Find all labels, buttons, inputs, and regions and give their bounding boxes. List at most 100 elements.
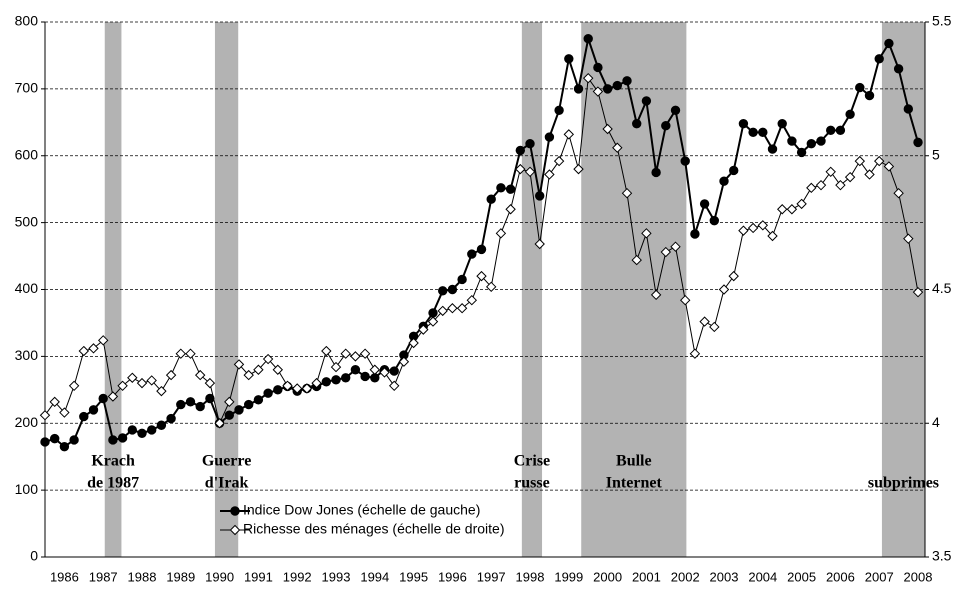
x-tick-label: 1989 xyxy=(166,569,195,584)
marker xyxy=(301,383,313,394)
marker xyxy=(864,169,875,180)
marker xyxy=(331,375,341,385)
marker xyxy=(127,425,138,435)
marker xyxy=(729,165,739,176)
marker xyxy=(874,155,885,167)
x-tick-label: 2008 xyxy=(904,569,933,584)
marker xyxy=(796,198,807,210)
marker xyxy=(632,118,642,129)
marker xyxy=(263,388,273,398)
marker xyxy=(166,413,176,424)
y-tick-label: 700 xyxy=(15,80,39,96)
marker xyxy=(379,367,390,378)
marker xyxy=(602,123,613,135)
y2-tick-label: 4 xyxy=(932,414,940,430)
marker xyxy=(767,144,778,154)
marker xyxy=(369,364,381,375)
x-tick-label: 1995 xyxy=(399,569,428,584)
x-tick-label: 1988 xyxy=(128,569,157,584)
marker xyxy=(456,303,468,314)
y-tick-label: 600 xyxy=(15,146,39,162)
series-line xyxy=(44,34,919,448)
x-tick-label: 2005 xyxy=(787,569,816,584)
marker xyxy=(175,348,187,359)
marker xyxy=(340,348,351,359)
marker xyxy=(883,161,895,172)
marker xyxy=(438,286,448,296)
marker xyxy=(524,166,536,178)
marker xyxy=(107,391,119,402)
y-tick-label: 400 xyxy=(15,280,39,296)
marker xyxy=(253,395,264,405)
marker xyxy=(243,369,254,381)
marker xyxy=(457,274,467,285)
marker xyxy=(622,76,632,86)
marker xyxy=(486,194,496,204)
marker xyxy=(428,308,438,318)
y-tick-label: 300 xyxy=(15,347,39,363)
x-tick-label: 1990 xyxy=(205,569,234,584)
marker xyxy=(39,410,51,421)
marker xyxy=(699,316,710,327)
marker xyxy=(825,166,836,178)
y-tick-label: 500 xyxy=(15,213,39,229)
marker xyxy=(127,372,138,383)
marker xyxy=(515,163,526,175)
marker xyxy=(214,418,225,429)
marker xyxy=(447,303,458,314)
marker xyxy=(738,225,749,236)
marker xyxy=(194,369,206,381)
legend-marker xyxy=(230,506,240,516)
marker xyxy=(719,176,729,186)
legend-marker xyxy=(229,524,241,536)
marker xyxy=(108,435,118,445)
marker xyxy=(893,187,904,199)
marker xyxy=(233,359,245,370)
x-tick-label: 1997 xyxy=(477,569,506,584)
marker xyxy=(350,365,361,375)
marker xyxy=(660,246,672,258)
marker xyxy=(757,220,769,231)
marker xyxy=(253,364,264,375)
marker xyxy=(903,233,914,244)
marker xyxy=(641,228,652,239)
marker xyxy=(69,435,79,445)
marker xyxy=(786,204,798,215)
marker xyxy=(495,228,507,239)
marker xyxy=(680,156,690,166)
marker xyxy=(398,356,410,367)
y2-tick-label: 5 xyxy=(932,146,940,162)
marker xyxy=(670,241,681,252)
x-tick-label: 1998 xyxy=(516,569,545,584)
marker xyxy=(728,270,739,282)
region-label: subprimes xyxy=(868,475,939,492)
marker xyxy=(650,289,662,301)
marker xyxy=(117,380,128,392)
marker xyxy=(476,244,487,255)
marker xyxy=(88,405,99,415)
region-label: russe xyxy=(514,475,550,492)
marker xyxy=(40,437,50,447)
marker xyxy=(156,420,167,430)
marker xyxy=(467,249,477,259)
marker xyxy=(631,254,642,266)
marker xyxy=(350,351,361,362)
marker xyxy=(709,215,720,226)
y2-tick-label: 4.5 xyxy=(932,280,952,296)
marker xyxy=(156,385,167,397)
marker xyxy=(185,348,196,359)
marker xyxy=(612,80,623,91)
marker xyxy=(553,155,565,167)
marker xyxy=(534,238,545,250)
x-tick-label: 1991 xyxy=(244,569,273,584)
marker xyxy=(835,179,846,191)
marker xyxy=(273,385,283,395)
marker xyxy=(718,284,730,295)
region-label: Bulle xyxy=(616,453,652,470)
marker xyxy=(330,361,342,373)
marker xyxy=(554,105,564,115)
y2-tick-label: 5.5 xyxy=(932,13,952,29)
marker xyxy=(583,34,593,44)
marker xyxy=(593,62,603,73)
y-tick-label: 200 xyxy=(15,414,39,430)
